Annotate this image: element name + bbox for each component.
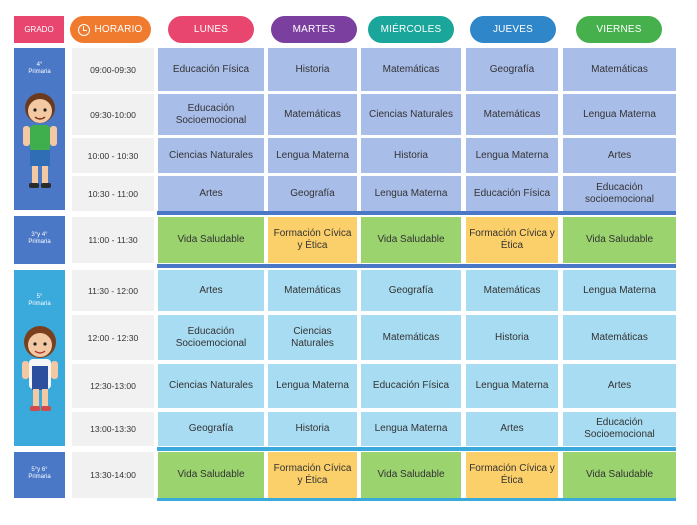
time-slot: 12:00 - 12:30 [72,315,154,360]
schedule-cell: Matemáticas [466,270,558,311]
schedule-cell: Lengua Materna [466,364,558,408]
header-day-jueves: JUEVES [470,16,556,43]
time-slot: 13:00-13:30 [72,412,154,446]
schedule-cell: Matemáticas [466,94,558,135]
time-slot: 12:30-13:00 [72,364,154,408]
schedule-cell: Matemáticas [563,315,676,360]
schedule-cell: Matemáticas [563,48,676,91]
schedule-cell: Ciencias Naturales [268,315,357,360]
schedule-cell: Formación Cívica y Ética [466,452,558,498]
schedule-cell: Lengua Materna [466,138,558,173]
schedule-cell: Educación Física [158,48,264,91]
grade-block-3-4: 3°y 4° Primaria [14,216,65,264]
schedule-cell: Educación Socioemocional [158,315,264,360]
header-horario: HORARIO [70,16,151,43]
schedule-cell: Ciencias Naturales [158,138,264,173]
grade-label: 5° Primaria [28,294,51,307]
schedule-cell: Educación Socioemocional [563,412,676,446]
time-slot: 13:30-14:00 [72,452,154,498]
schedule-cell: Formación Cívica y Ética [466,217,558,263]
grade-block-5: 5° Primaria [14,270,65,446]
header-grado: GRADO [14,16,64,43]
header-day-martes: MARTES [271,16,357,43]
time-slot: 11:30 - 12:00 [72,270,154,311]
time-slot: 10:30 - 11:00 [72,176,154,211]
section-divider [157,211,676,215]
schedule-cell: Artes [563,364,676,408]
time-slot: 10:00 - 10:30 [72,138,154,173]
schedule-cell: Formación Cívica y Ética [268,452,357,498]
schedule-cell: Ciencias Naturales [158,364,264,408]
schedule-cell: Vida Saludable [361,217,461,263]
girl-illustration [22,326,58,411]
section-divider [157,264,676,268]
grade-label: 5°y 6° Primaria [28,467,51,480]
schedule-cell: Artes [158,176,264,211]
section-divider [157,447,676,451]
schedule-cell: Vida Saludable [158,452,264,498]
schedule-cell: Educación Física [361,364,461,408]
schedule-cell: Vida Saludable [563,452,676,498]
grade-label: 3°y 4° Primaria [28,232,51,245]
schedule-cell: Matemáticas [361,315,461,360]
header-horario-label: HORARIO [94,24,143,35]
schedule-cell: Historia [466,315,558,360]
schedule-cell: Lengua Materna [268,364,357,408]
header-day-lunes: LUNES [168,16,254,43]
schedule-cell: Geografía [158,412,264,446]
schedule-cell: Vida Saludable [361,452,461,498]
schedule-cell: Artes [466,412,558,446]
time-slot: 11:00 - 11:30 [72,217,154,263]
grade-block-5-6: 5°y 6° Primaria [14,452,65,498]
schedule-cell: Artes [563,138,676,173]
schedule-cell: Matemáticas [361,48,461,91]
header-day-viernes: VIERNES [576,16,662,43]
schedule-cell: Vida Saludable [158,217,264,263]
section-divider [157,498,676,501]
schedule-cell: Educación Socioemocional [158,94,264,135]
header-day-miercoles: MIÉRCOLES [368,16,454,43]
schedule-cell: Matemáticas [268,270,357,311]
schedule-cell: Lengua Materna [361,176,461,211]
schedule-cell: Lengua Materna [361,412,461,446]
schedule-cell: Lengua Materna [563,94,676,135]
schedule-cell: Lengua Materna [268,138,357,173]
boy-illustration [23,93,57,188]
schedule-cell: Formación Cívica y Ética [268,217,357,263]
schedule-cell: Geografía [466,48,558,91]
schedule-cell: Educación socioemocional [563,176,676,211]
schedule-cell: Vida Saludable [563,217,676,263]
clock-icon [78,23,91,36]
schedule-cell: Historia [268,48,357,91]
schedule-cell: Geografía [361,270,461,311]
time-slot: 09:30-10:00 [72,94,154,135]
schedule-cell: Geografía [268,176,357,211]
schedule-cell: Historia [361,138,461,173]
schedule-cell: Historia [268,412,357,446]
schedule-cell: Artes [158,270,264,311]
time-slot: 09:00-09:30 [72,48,154,91]
grade-label: 4° Primaria [28,62,51,75]
schedule-cell: Ciencias Naturales [361,94,461,135]
schedule-cell: Matemáticas [268,94,357,135]
schedule-cell: Educación Física [466,176,558,211]
schedule-cell: Lengua Materna [563,270,676,311]
